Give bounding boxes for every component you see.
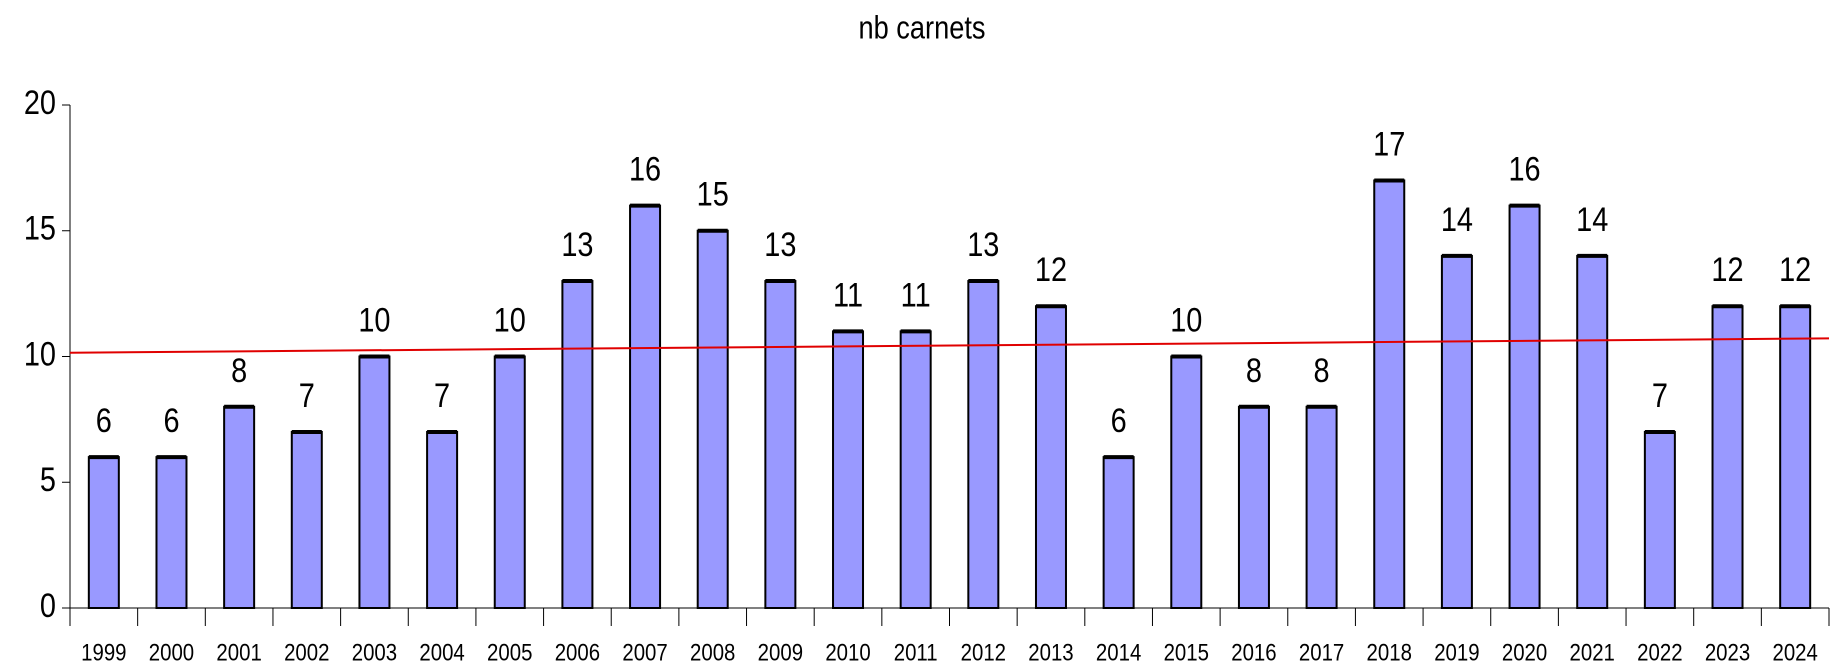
bar: [223, 405, 256, 609]
x-tick-label: 2016: [1231, 639, 1276, 666]
value-label: 12: [1035, 250, 1067, 289]
bar: [358, 355, 391, 609]
value-label: 7: [434, 376, 450, 415]
value-label: 8: [1314, 351, 1330, 390]
x-tick-label: 2002: [284, 639, 329, 666]
bar: [1440, 254, 1473, 609]
value-label: 10: [358, 300, 390, 339]
bar: [832, 330, 865, 609]
bar: [290, 430, 323, 610]
value-label: 10: [494, 300, 526, 339]
x-tick-label: 2008: [690, 639, 735, 666]
x-tick-label: 2023: [1705, 639, 1750, 666]
x-tick-label: 2014: [1096, 639, 1141, 666]
x-tick-label: 2010: [825, 639, 870, 666]
bar: [87, 456, 120, 609]
bar: [493, 355, 526, 609]
value-label: 14: [1576, 200, 1608, 239]
x-tick-label: 2007: [622, 639, 667, 666]
value-label: 13: [561, 225, 593, 264]
bar: [899, 330, 932, 609]
value-label: 6: [96, 401, 112, 440]
value-label: 6: [1111, 401, 1127, 440]
x-tick-label: 2015: [1164, 639, 1209, 666]
x-tick-label: 2019: [1434, 639, 1479, 666]
chart-title: nb carnets: [859, 10, 986, 46]
bar: [1305, 405, 1338, 609]
value-label: 12: [1711, 250, 1743, 289]
x-tick-label: 2024: [1772, 639, 1817, 666]
bar: [1373, 179, 1406, 609]
x-tick-label: 2009: [758, 639, 803, 666]
x-tick-label: 2018: [1367, 639, 1412, 666]
value-label: 7: [1652, 376, 1668, 415]
x-tick-label: 2005: [487, 639, 532, 666]
bar: [764, 280, 797, 609]
y-tick-label: 0: [40, 586, 56, 625]
bar: [1711, 305, 1744, 609]
bar: [1170, 355, 1203, 609]
bar: [1779, 305, 1812, 609]
bar: [629, 204, 662, 609]
value-label: 8: [231, 351, 247, 390]
value-label: 13: [764, 225, 796, 264]
value-label: 11: [833, 275, 863, 314]
x-tick-label: 2021: [1570, 639, 1615, 666]
trendline: [69, 337, 1830, 354]
value-label: 14: [1441, 200, 1473, 239]
x-tick-label: 2013: [1028, 639, 1073, 666]
value-label: 16: [629, 149, 661, 188]
y-tick-label: 10: [24, 334, 56, 373]
bar: [967, 280, 1000, 609]
x-tick-label: 2022: [1637, 639, 1682, 666]
value-label: 6: [163, 401, 179, 440]
value-label: 12: [1779, 250, 1811, 289]
x-tick-label: 2006: [555, 639, 600, 666]
bar: [696, 229, 729, 609]
value-label: 11: [901, 275, 931, 314]
y-tick-label: 15: [24, 208, 56, 247]
x-tick-label: 2012: [961, 639, 1006, 666]
bar: [561, 280, 594, 609]
y-tick-label: 20: [24, 83, 56, 122]
bar: [155, 456, 188, 609]
value-label: 13: [967, 225, 999, 264]
bar: [1576, 254, 1609, 609]
bar: [1643, 430, 1676, 610]
value-label: 10: [1170, 300, 1202, 339]
x-tick-label: 2017: [1299, 639, 1344, 666]
bar: [426, 430, 459, 610]
bar: [1237, 405, 1270, 609]
value-label: 16: [1508, 149, 1540, 188]
value-label: 15: [697, 174, 729, 213]
x-tick-label: 2000: [149, 639, 194, 666]
value-label: 7: [299, 376, 315, 415]
x-tick-label: 2003: [352, 639, 397, 666]
y-tick-label: 5: [40, 460, 56, 499]
bar: [1102, 456, 1135, 609]
value-label: 8: [1246, 351, 1262, 390]
bar: [1034, 305, 1067, 609]
x-tick-label: 2001: [216, 639, 261, 666]
x-tick-label: 1999: [81, 639, 126, 666]
x-tick-label: 2011: [894, 639, 938, 666]
bar: [1508, 204, 1541, 609]
x-tick-label: 2004: [419, 639, 464, 666]
x-tick-label: 2020: [1502, 639, 1547, 666]
value-label: 17: [1373, 124, 1405, 163]
